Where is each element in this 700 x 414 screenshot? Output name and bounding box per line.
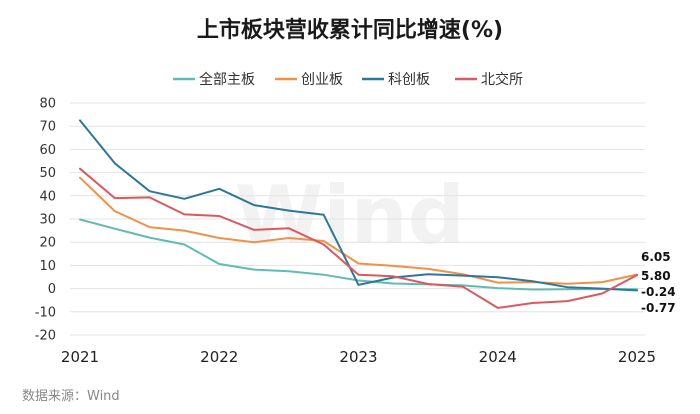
legend-label: 科创板 (388, 72, 430, 88)
y-tick-label: 0 (48, 282, 56, 297)
legend-label: 全部主板 (199, 71, 255, 88)
x-tick-label: 2021 (61, 348, 99, 366)
end-value-label: 6.05 (641, 250, 671, 264)
end-value-label: 5.80 (641, 269, 671, 283)
y-tick-label: 50 (39, 166, 56, 181)
source-note: 数据来源：Wind (22, 389, 120, 404)
end-value-label: -0.77 (641, 301, 676, 315)
y-axis: 80 70 60 50 40 30 20 10 0 -10 -20 (35, 97, 56, 344)
y-tick-label: 20 (39, 236, 56, 251)
y-tick-label: 30 (39, 213, 56, 228)
legend-item: 创业板 (275, 72, 343, 88)
series-line (79, 167, 638, 309)
legend-label: 北交所 (481, 71, 523, 88)
series-line (79, 119, 638, 292)
x-tick-label: 2022 (200, 348, 238, 366)
y-tick-label: 70 (39, 120, 56, 135)
x-tick-label: 2023 (339, 348, 377, 366)
chart-title: 上市板块营收累计同比增速(%) (197, 17, 503, 43)
x-tick-label: 2024 (479, 348, 517, 366)
y-tick-label: -10 (35, 305, 56, 320)
grid-lines (70, 102, 645, 336)
legend-item: 全部主板 (173, 71, 255, 88)
legend-item: 北交所 (455, 71, 523, 88)
end-value-label: -0.24 (641, 285, 676, 299)
legend-item: 科创板 (362, 72, 430, 88)
x-tick-label: 2025 (618, 348, 656, 366)
y-tick-label: 60 (39, 143, 56, 158)
series-line (79, 218, 638, 291)
series-lines (79, 119, 638, 309)
end-labels: 6.05 5.80 -0.24 -0.77 (641, 250, 676, 315)
y-tick-label: 40 (39, 189, 56, 204)
y-tick-label: -20 (35, 329, 56, 344)
y-tick-label: 10 (39, 259, 56, 274)
legend-label: 创业板 (301, 72, 343, 88)
legend: 全部主板 创业板 科创板 北交所 (173, 71, 523, 88)
watermark: Wind (235, 169, 465, 262)
x-axis: 2021 2022 2023 2024 2025 (61, 348, 656, 366)
y-tick-label: 80 (39, 97, 56, 112)
